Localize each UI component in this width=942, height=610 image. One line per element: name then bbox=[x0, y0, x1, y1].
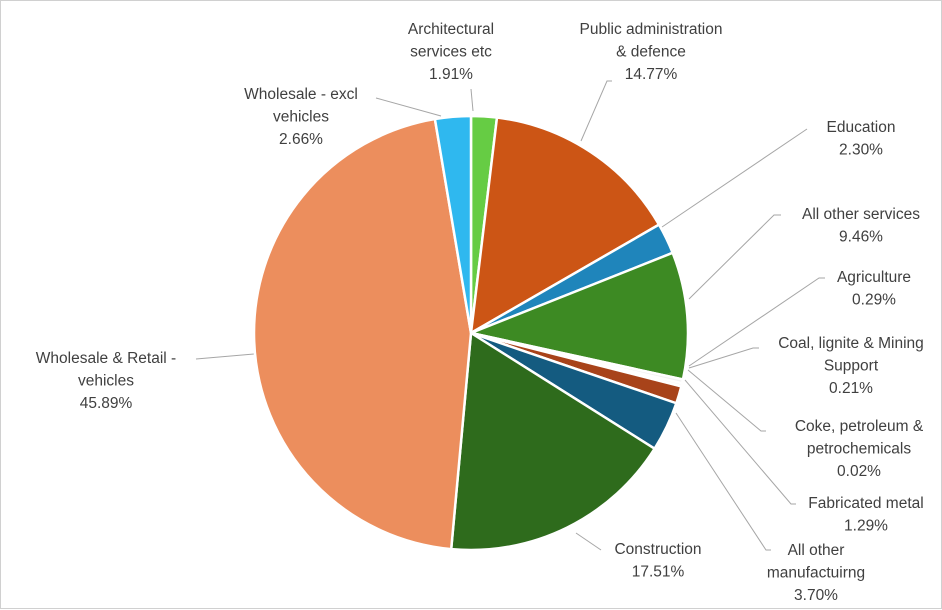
leader-line bbox=[688, 214, 781, 300]
slice-category: Support bbox=[824, 358, 879, 375]
leader-line bbox=[375, 97, 442, 117]
leader-line bbox=[195, 353, 255, 360]
slice-category: services etc bbox=[410, 44, 492, 61]
slice-percentage: 0.02% bbox=[837, 463, 881, 480]
leader-lines bbox=[195, 80, 825, 551]
slice-label: Construction 17.51% bbox=[614, 541, 701, 581]
slice-category: Wholesale - excl bbox=[244, 86, 358, 103]
slice-percentage: 45.89% bbox=[80, 395, 133, 412]
slice-category: vehicles bbox=[78, 373, 134, 390]
slice-label: Education 2.30% bbox=[827, 119, 896, 159]
slice-percentage: 2.30% bbox=[839, 142, 883, 159]
slice-percentage: 0.29% bbox=[852, 292, 896, 309]
slice-label: All other manufactuirng 3.70% bbox=[767, 542, 865, 604]
leader-line bbox=[684, 379, 796, 505]
slice-category: Coke, petroleum & bbox=[795, 418, 924, 435]
slice-category: manufactuirng bbox=[767, 565, 865, 582]
slice-percentage: 0.21% bbox=[829, 380, 873, 397]
pie-slice bbox=[252, 117, 473, 551]
slice-category: Architectural bbox=[408, 21, 494, 38]
leader-line bbox=[580, 80, 612, 142]
leader-line bbox=[688, 347, 759, 369]
slice-category: All other services bbox=[802, 206, 920, 223]
slice-percentage: 9.46% bbox=[839, 229, 883, 246]
slice-label: Wholesale & Retail - vehicles 45.89% bbox=[36, 350, 176, 412]
slice-category: Coal, lignite & Mining bbox=[778, 335, 924, 352]
pie-slice bbox=[433, 114, 473, 335]
leader-line bbox=[575, 532, 602, 551]
slice-category: Agriculture bbox=[837, 269, 911, 286]
slice-percentage: 14.77% bbox=[625, 66, 678, 83]
slice-category: Education bbox=[827, 119, 896, 136]
pie-slice bbox=[469, 116, 661, 335]
leader-line bbox=[687, 369, 766, 432]
slice-label: All other services 9.46% bbox=[802, 206, 920, 246]
slice-percentage: 1.91% bbox=[429, 66, 473, 83]
slice-label: Agriculture 0.29% bbox=[837, 269, 911, 309]
slice-label: Fabricated metal 1.29% bbox=[808, 495, 923, 535]
slice-category: Wholesale & Retail - bbox=[36, 350, 176, 367]
slice-category: petrochemicals bbox=[807, 441, 911, 458]
slice-percentage: 3.70% bbox=[794, 587, 838, 604]
slice-label: Coal, lignite & Mining Support 0.21% bbox=[778, 335, 924, 397]
leader-line bbox=[675, 412, 771, 551]
slice-category: Fabricated metal bbox=[808, 495, 923, 512]
slice-category: Construction bbox=[614, 541, 701, 558]
slice-category: Public administration bbox=[579, 21, 722, 38]
slice-category: & defence bbox=[616, 44, 686, 61]
pie-slice bbox=[469, 251, 690, 381]
slice-category: vehicles bbox=[273, 109, 329, 126]
slice-category: All other bbox=[788, 542, 845, 559]
slice-percentage: 17.51% bbox=[632, 564, 685, 581]
leader-line bbox=[661, 128, 808, 228]
data-labels: Architectural services etc 1.91% Public adm… bbox=[36, 21, 924, 604]
slice-label: Architectural services etc 1.91% bbox=[408, 21, 494, 83]
slice-percentage: 1.29% bbox=[844, 518, 888, 535]
slice-percentage: 2.66% bbox=[279, 131, 323, 148]
leader-line bbox=[688, 277, 825, 367]
slice-label: Wholesale - excl vehicles 2.66% bbox=[244, 86, 358, 148]
slice-label: Public administration & defence 14.77% bbox=[579, 21, 722, 83]
pie-slice bbox=[449, 331, 656, 552]
leader-line bbox=[470, 88, 474, 112]
slice-label: Coke, petroleum & petrochemicals 0.02% bbox=[795, 418, 924, 480]
pie-slices bbox=[252, 114, 690, 552]
